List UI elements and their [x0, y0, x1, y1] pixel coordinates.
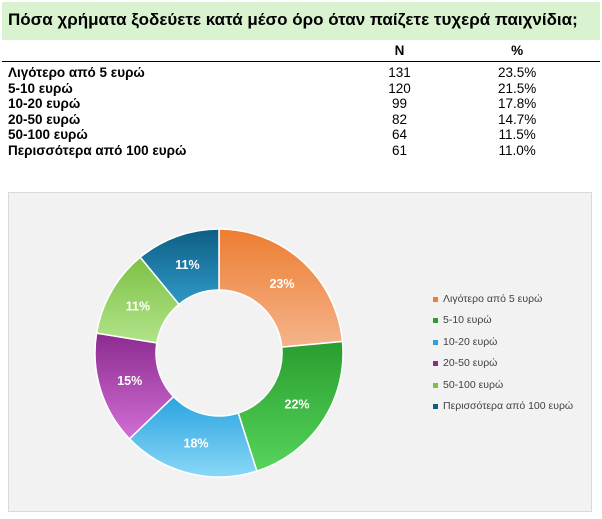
row-n: 82 [392, 111, 408, 127]
slice-data-label: 11% [175, 258, 199, 272]
legend-swatch [433, 318, 438, 324]
legend-item: 50-100 ευρώ [433, 379, 593, 400]
row-label: 5-10 ευρώ [8, 80, 73, 96]
row-percent: 11.0% [498, 142, 536, 158]
row-n: 120 [388, 80, 411, 96]
row-percent: 11.5% [498, 127, 536, 142]
frequency-table: N % Λιγότερο από 5 ευρώ 131 23.5% 5-10 ε… [2, 40, 600, 158]
legend-label: Περισσότερα από 100 ευρώ [443, 399, 574, 412]
row-n: 99 [392, 96, 408, 111]
donut-slice [237, 340, 344, 473]
table-row: Περισσότερα από 100 ευρώ 61 11.0% [2, 143, 600, 159]
legend-swatch [433, 339, 438, 345]
row-label: 50-100 ευρώ [8, 127, 88, 142]
legend-label: Λιγότερο από 5 ευρώ [443, 293, 543, 305]
row-n: 131 [388, 65, 411, 80]
row-n: 61 [392, 142, 408, 158]
slice-data-label: 23% [269, 277, 294, 291]
slice-data-label: 15% [117, 374, 142, 388]
row-label: Λιγότερο από 5 ευρώ [8, 65, 145, 80]
legend-swatch [433, 382, 438, 388]
row-percent: 17.8% [497, 96, 537, 111]
donut-chart-svg: 23% 22% 18% 15% 11% 11% [94, 228, 344, 478]
row-percent: 23.5% [497, 65, 537, 80]
page-title: Πόσα χρήματα ξοδεύετε κατά μέσο όρο όταν… [2, 2, 600, 40]
table-row: 10-20 ευρώ 99 17.8% [2, 96, 600, 112]
header-label [2, 40, 365, 62]
row-label: 20-50 ευρώ [8, 111, 81, 127]
legend-item: Περισσότερα από 100 ευρώ [433, 400, 593, 421]
legend-label: 50-100 ευρώ [443, 378, 504, 391]
legend-item: 20-50 ευρώ [433, 357, 593, 378]
table-row: Λιγότερο από 5 ευρώ 131 23.5% [2, 62, 600, 81]
legend-swatch [433, 297, 438, 302]
donut-slice [139, 228, 220, 306]
row-label: 10-20 ευρώ [8, 96, 81, 111]
legend-swatch [433, 361, 438, 367]
table-row: 5-10 ευρώ 120 21.5% [2, 81, 600, 97]
slice-data-label: 22% [285, 398, 310, 412]
legend-item: 10-20 ευρώ [433, 336, 593, 357]
table-row: 20-50 ευρώ 82 14.7% [2, 112, 600, 128]
legend-item: 5-10 ευρώ [433, 314, 593, 335]
header-n: N [364, 40, 435, 62]
table-row: 50-100 ευρώ 64 11.5% [2, 127, 600, 143]
legend-label: 20-50 ευρώ [443, 357, 498, 370]
chart-legend: Λιγότερο από 5 ευρώ 5-10 ευρώ 10-20 ευρώ 20… [433, 293, 593, 421]
donut-slice [218, 228, 344, 348]
row-n: 64 [392, 127, 408, 142]
header-percent: % [434, 40, 600, 62]
legend-item: Λιγότερο από 5 ευρώ [433, 293, 593, 314]
legend-label: 10-20 ευρώ [443, 335, 498, 348]
table-header-row: N % [2, 40, 600, 62]
row-percent: 14.7% [497, 111, 537, 127]
slice-data-label: 11% [126, 299, 150, 313]
slice-data-label: 18% [184, 437, 209, 451]
legend-swatch [433, 403, 438, 409]
row-percent: 21.5% [497, 80, 537, 96]
row-label: Περισσότερα από 100 ευρώ [8, 142, 187, 158]
donut-chart: 23% 22% 18% 15% 11% 11% Λιγότερο από 5 ευρώ 5-… [8, 192, 592, 512]
legend-label: 5-10 ευρώ [443, 314, 492, 327]
